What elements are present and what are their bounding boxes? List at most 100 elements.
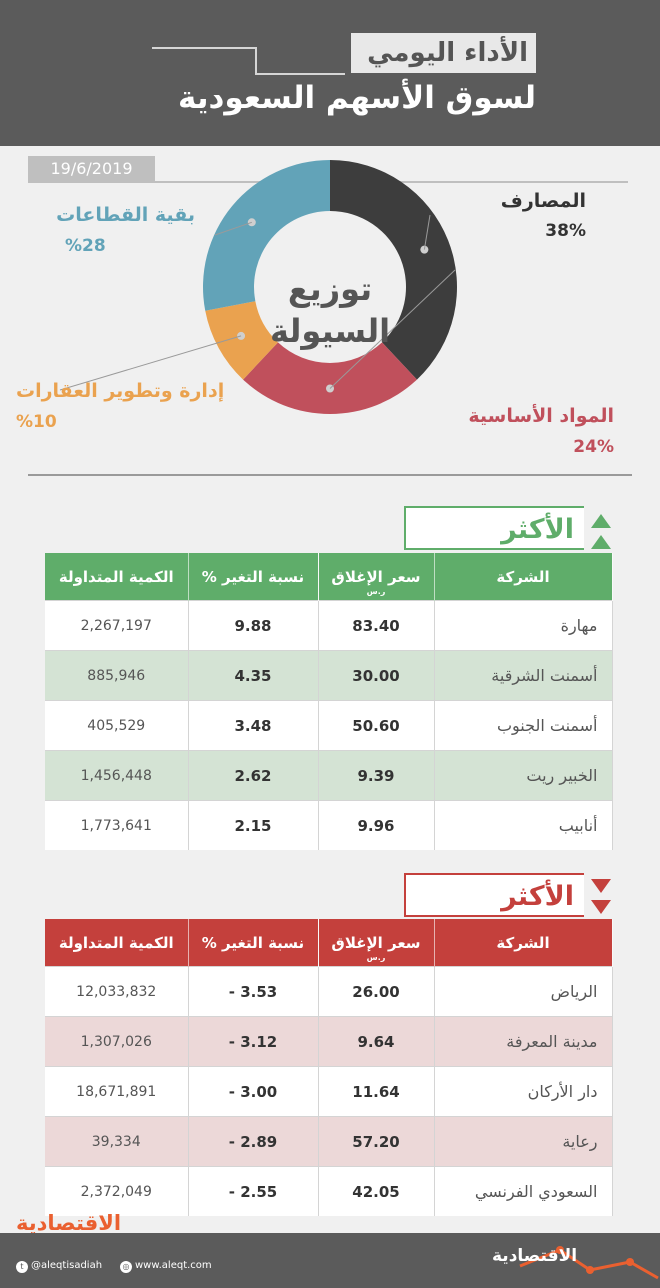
close-price: 9.39 (318, 750, 435, 801)
down-arrow-icon (591, 879, 611, 893)
company-name: مدينة المعرفة (434, 1016, 613, 1067)
close-price: 42.05 (318, 1166, 435, 1216)
brand-logo-text: الاقتصادية (16, 1211, 122, 1235)
company-name: الرياض (434, 966, 613, 1017)
close-price: 30.00 (318, 650, 435, 701)
chart-center-title-line1: توزيع (288, 270, 372, 308)
gainers-table: الشركة سعر الإغلاق ر.س نسبة التغير % الكم… (45, 553, 613, 850)
col-header-close-label: سعر الإغلاق (331, 933, 421, 952)
up-arrow-icon (591, 535, 611, 549)
col-header-close-label: سعر الإغلاق (331, 567, 421, 586)
col-header-change: نسبة التغير % (188, 553, 319, 601)
currency-note: ر.س (366, 953, 386, 962)
slice-value-real-estate: %10 (16, 412, 57, 432)
change-percent: 2.15 (188, 800, 319, 850)
traded-volume: 39,334 (45, 1116, 189, 1167)
down-arrow-icon (591, 900, 611, 914)
slice-value-other-sectors: %28 (65, 236, 106, 256)
globe-icon: ◎ (120, 1261, 132, 1273)
traded-volume: 2,267,197 (45, 600, 189, 651)
footer-trend-line (519, 1246, 659, 1280)
traded-volume: 405,529 (45, 700, 189, 751)
col-header-volume: الكمية المتداولة (45, 553, 189, 601)
slice-value-banks: 38% (545, 221, 586, 241)
table-row: مدينة المعرفة 9.64 3.12 - 1,307,026 (45, 1016, 613, 1067)
change-percent: 2.89 - (188, 1116, 319, 1167)
section-divider (28, 474, 632, 476)
donut-slice-real-estate (205, 301, 278, 380)
company-name: أسمنت الشرقية (434, 650, 613, 701)
slice-label-materials: المواد الأساسية (468, 405, 614, 427)
change-percent: 3.48 (188, 700, 319, 751)
table-row: أسمنت الجنوب 50.60 3.48 405,529 (45, 700, 613, 751)
slice-value-materials: 24% (573, 437, 614, 457)
leader-line (329, 269, 456, 389)
col-header-change: نسبة التغير % (188, 919, 319, 967)
table-row: السعودي الفرنسي 42.05 2.55 - 2,372,049 (45, 1166, 613, 1216)
col-header-volume: الكمية المتداولة (45, 919, 189, 967)
leader-line (59, 335, 242, 391)
company-name: أسمنت الجنوب (434, 700, 613, 751)
table-row: الرياض 26.00 3.53 - 12,033,832 (45, 966, 613, 1017)
slice-label-real-estate: إدارة وتطوير العقارات (16, 380, 225, 402)
company-name: أنابيب (434, 800, 613, 850)
traded-volume: 1,456,448 (45, 750, 189, 801)
close-price: 26.00 (318, 966, 435, 1017)
header-line (255, 73, 345, 75)
company-name: مهارة (434, 600, 613, 651)
donut-slice-banks (330, 160, 457, 380)
close-price: 83.40 (318, 600, 435, 651)
col-header-close: سعر الإغلاق ر.س (318, 919, 435, 967)
table-row: أنابيب 9.96 2.15 1,773,641 (45, 800, 613, 850)
up-arrow-icon (591, 514, 611, 528)
date-badge: 19/6/2019 (28, 156, 155, 182)
twitter-handle[interactable]: @aleqtisadiah (31, 1260, 103, 1271)
leader-line (423, 214, 431, 250)
footer-logo: الاقتصادية (492, 1246, 578, 1266)
close-price: 11.64 (318, 1066, 435, 1117)
traded-volume: 12,033,832 (45, 966, 189, 1017)
close-price: 50.60 (318, 700, 435, 751)
change-percent: 9.88 (188, 600, 319, 651)
header-title: لسوق الأسهم السعودية (178, 80, 536, 116)
table-row: أسمنت الشرقية 30.00 4.35 885,946 (45, 650, 613, 701)
header-subtitle: الأداء اليومي (351, 33, 536, 73)
company-name: رعاية (434, 1116, 613, 1167)
traded-volume: 1,773,641 (45, 800, 189, 850)
donut-slice-other (202, 160, 330, 311)
traded-volume: 18,671,891 (45, 1066, 189, 1117)
close-price: 9.64 (318, 1016, 435, 1067)
traded-volume: 1,307,026 (45, 1016, 189, 1067)
table-row: الخبير ريت 9.39 2.62 1,456,448 (45, 750, 613, 801)
leader-line (214, 221, 252, 236)
losers-table: الشركة سعر الإغلاق ر.س نسبة التغير % الكم… (45, 919, 613, 1216)
currency-note: ر.س (366, 587, 386, 596)
header-line (255, 47, 257, 74)
close-price: 57.20 (318, 1116, 435, 1167)
change-percent: 3.00 - (188, 1066, 319, 1117)
col-header-close: سعر الإغلاق ر.س (318, 553, 435, 601)
change-percent: 4.35 (188, 650, 319, 701)
company-name: السعودي الفرنسي (434, 1166, 613, 1216)
close-price: 9.96 (318, 800, 435, 850)
traded-volume: 885,946 (45, 650, 189, 701)
change-percent: 3.12 - (188, 1016, 319, 1067)
chart-center-title-line2: السيولة (270, 312, 390, 350)
table-row: رعاية 57.20 2.89 - 39,334 (45, 1116, 613, 1167)
change-percent: 2.55 - (188, 1166, 319, 1216)
website-link[interactable]: www.aleqt.com (135, 1260, 212, 1271)
losers-title: الأكثر انخفاضا (404, 873, 584, 956)
liquidity-donut-chart: توزيع السيولة (59, 160, 457, 414)
table-row: مهارة 83.40 9.88 2,267,197 (45, 600, 613, 651)
company-name: الخبير ريت (434, 750, 613, 801)
change-percent: 2.62 (188, 750, 319, 801)
col-header-company: الشركة (434, 553, 613, 601)
traded-volume: 2,372,049 (45, 1166, 189, 1216)
company-name: دار الأركان (434, 1066, 613, 1117)
donut-slice-materials (243, 342, 417, 414)
table-row: دار الأركان 11.64 3.00 - 18,671,891 (45, 1066, 613, 1117)
header-banner (0, 0, 660, 146)
slice-label-banks: المصارف (500, 190, 586, 212)
header-line (152, 47, 257, 49)
slice-label-other-sectors: بقية القطاعات (56, 204, 195, 226)
